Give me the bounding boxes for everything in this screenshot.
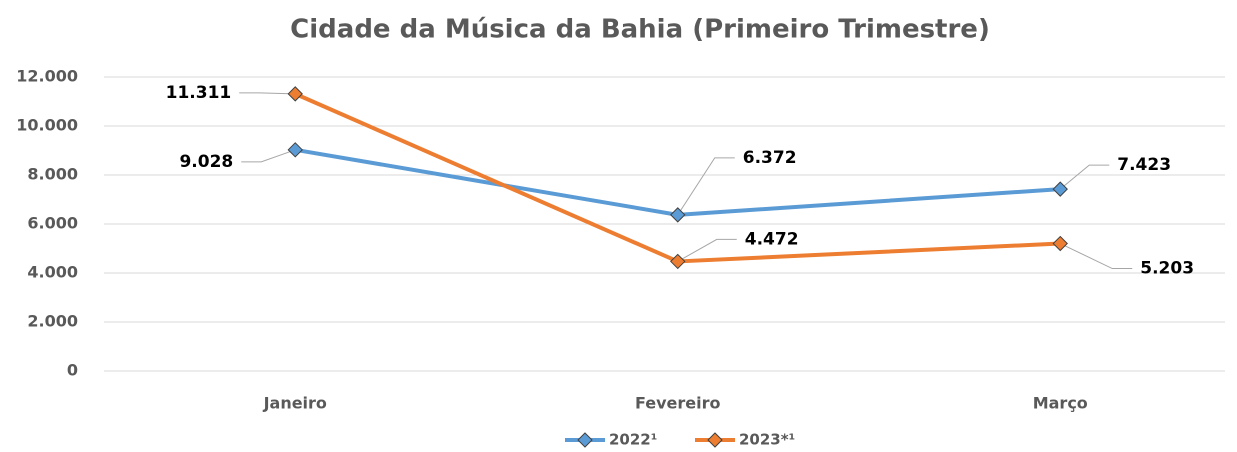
leader-line bbox=[241, 149, 296, 163]
marker bbox=[670, 253, 686, 270]
y-tick-label: 8.000 bbox=[27, 165, 78, 184]
y-tick-label: 6.000 bbox=[27, 214, 78, 233]
y-tick-label: 2.000 bbox=[27, 312, 78, 331]
x-tick-label: Março bbox=[1033, 394, 1088, 413]
marker bbox=[670, 207, 686, 223]
legend-label: 2022¹ bbox=[609, 431, 657, 449]
data-label: 5.203 bbox=[1140, 259, 1194, 279]
legend-marker bbox=[707, 432, 723, 448]
marker bbox=[287, 142, 303, 158]
marker bbox=[287, 86, 303, 102]
leader-line bbox=[1060, 243, 1133, 270]
data-label: 7.423 bbox=[1117, 155, 1171, 175]
data-label: 9.028 bbox=[179, 152, 233, 172]
leader-line bbox=[677, 157, 735, 216]
series-line bbox=[294, 147, 1061, 217]
x-tick-label: Janeiro bbox=[263, 394, 327, 413]
y-tick-label: 10.000 bbox=[16, 116, 78, 135]
y-tick-label: 4.000 bbox=[27, 263, 78, 282]
leader-line bbox=[239, 92, 296, 95]
data-label: 4.472 bbox=[745, 229, 799, 249]
marker bbox=[1052, 181, 1068, 197]
legend-marker bbox=[577, 432, 593, 448]
data-label: 11.311 bbox=[166, 83, 232, 103]
y-tick-label: 12.000 bbox=[16, 67, 78, 86]
marker bbox=[1052, 235, 1068, 252]
series-line bbox=[294, 92, 1061, 264]
leader-line bbox=[677, 238, 737, 262]
x-tick-label: Fevereiro bbox=[635, 394, 721, 413]
legend-label: 2023*¹ bbox=[739, 431, 795, 449]
leader-line bbox=[1059, 164, 1110, 190]
chart-title: Cidade da Música da Bahia (Primeiro Trim… bbox=[290, 15, 990, 45]
y-tick-label: 0 bbox=[67, 361, 78, 380]
data-label: 6.372 bbox=[743, 148, 797, 168]
